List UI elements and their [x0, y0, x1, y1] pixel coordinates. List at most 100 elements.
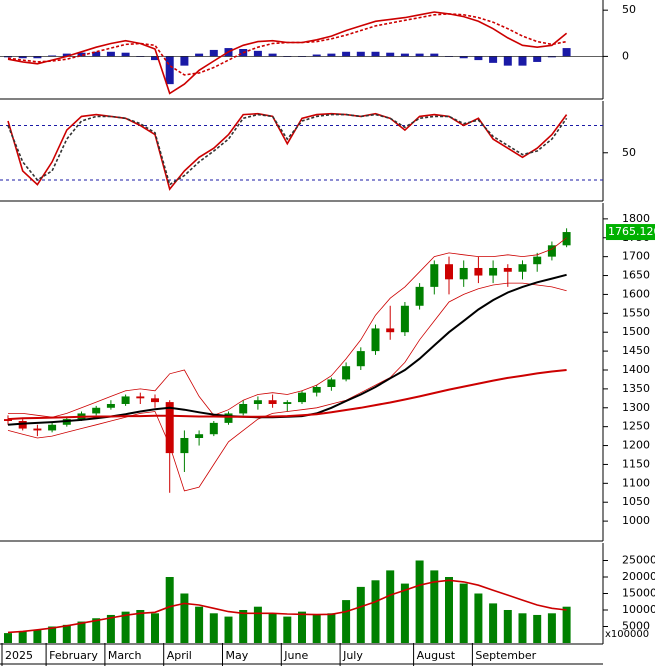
y-tick-label: 1000: [622, 514, 650, 527]
candle-body: [18, 420, 27, 429]
candle-body: [562, 232, 571, 246]
y-tick-label: 1600: [622, 287, 650, 300]
volume-bar: [224, 616, 233, 643]
volume-bar: [151, 613, 159, 643]
candle-body: [106, 403, 115, 408]
y-tick-label: 1150: [622, 457, 650, 470]
y-tick-label: 25000: [622, 553, 655, 566]
histogram-bar: [33, 56, 42, 59]
last-price-box: [606, 224, 655, 241]
candle-body: [518, 264, 527, 272]
candle-body: [209, 422, 218, 435]
volume-bar: [239, 609, 248, 643]
histogram-bar: [386, 52, 395, 57]
histogram-bar: [253, 50, 262, 57]
candle-body: [33, 428, 42, 431]
candle-body: [430, 264, 439, 287]
histogram-bar: [356, 51, 365, 57]
histogram-bar: [342, 51, 351, 57]
candle-body: [474, 267, 483, 276]
x-tick-label: August: [417, 649, 456, 662]
y-tick-label: 50: [622, 146, 636, 159]
histogram-bar: [48, 55, 57, 57]
y-tick-label: 1300: [622, 401, 650, 414]
volume-bar: [312, 614, 321, 643]
volume-bar: [342, 600, 351, 643]
volume-bar: [356, 586, 365, 643]
x-tick-label: April: [167, 649, 192, 662]
line-series: [7, 113, 568, 186]
volume-bar: [48, 626, 57, 643]
candle-body: [283, 402, 292, 404]
y-tick-label: 1400: [622, 363, 650, 376]
histogram-bar: [474, 56, 483, 61]
volume-bar: [62, 624, 71, 643]
line-series: [7, 13, 567, 76]
volume-bar: [400, 583, 409, 643]
x-tick-label: July: [342, 649, 363, 662]
candle-body: [224, 413, 233, 423]
histogram-bar: [106, 51, 115, 57]
x-tick-label: September: [475, 649, 536, 662]
candle-body: [400, 305, 409, 333]
histogram-bar: [430, 53, 439, 57]
histogram-bar: [4, 56, 12, 58]
candle-body: [268, 400, 277, 404]
volume-bar: [547, 613, 556, 643]
y-tick-label: 1350: [622, 382, 650, 395]
candle-body: [121, 396, 130, 404]
x-tick-label: 2025: [5, 649, 33, 662]
volume-bar: [136, 609, 145, 643]
y-tick-label: 10000: [622, 603, 655, 616]
volume-bar: [180, 593, 189, 643]
candle-body: [489, 267, 498, 276]
candle-body: [239, 403, 248, 414]
y-tick-label: 20000: [622, 570, 655, 583]
volume-bar: [445, 576, 453, 643]
candle-body: [445, 264, 453, 280]
candle-body: [312, 386, 321, 393]
volume-bar: [562, 606, 571, 643]
volume-bar: [253, 606, 262, 643]
candle-body: [165, 402, 174, 454]
volume-bar: [165, 576, 174, 643]
histogram-bar: [195, 53, 204, 57]
volume-bar: [209, 613, 218, 643]
histogram-bar: [180, 56, 189, 66]
volume-bar: [518, 613, 527, 643]
histogram-bar: [459, 56, 468, 59]
histogram-bar: [533, 56, 542, 62]
volume-bar: [415, 560, 424, 643]
histogram-bar: [400, 53, 409, 57]
histogram-bar: [489, 56, 498, 63]
y-tick-label: 1100: [622, 476, 650, 489]
volume-bar: [195, 606, 204, 643]
candle-body: [327, 379, 336, 387]
histogram-bar: [151, 56, 159, 61]
y-tick-label: 1250: [622, 420, 650, 433]
candle-body: [459, 267, 468, 280]
y-tick-label: 5000: [622, 619, 650, 632]
candle-body: [180, 437, 189, 454]
candle-body: [136, 396, 145, 399]
histogram-bar: [562, 48, 571, 57]
candle-body: [547, 245, 556, 257]
x-tick-label: June: [283, 649, 308, 662]
line-series: [7, 282, 567, 492]
candle-body: [371, 328, 380, 352]
volume-bar: [268, 613, 277, 643]
volume-bar: [489, 603, 498, 643]
candle-body: [503, 267, 512, 272]
candle-body: [342, 366, 351, 380]
x-tick-label: May: [226, 649, 249, 662]
last-price-label: 1765.120: [608, 225, 655, 238]
histogram-bar: [547, 56, 556, 58]
y-tick-label: 1200: [622, 439, 650, 452]
volume-bar: [533, 614, 542, 643]
y-tick-label: 1650: [622, 269, 650, 282]
volume-bar: [283, 616, 292, 643]
volume-bar: [121, 611, 130, 643]
y-tick-label: 50: [622, 3, 636, 16]
line-series: [8, 237, 567, 418]
candle-body: [356, 351, 365, 367]
